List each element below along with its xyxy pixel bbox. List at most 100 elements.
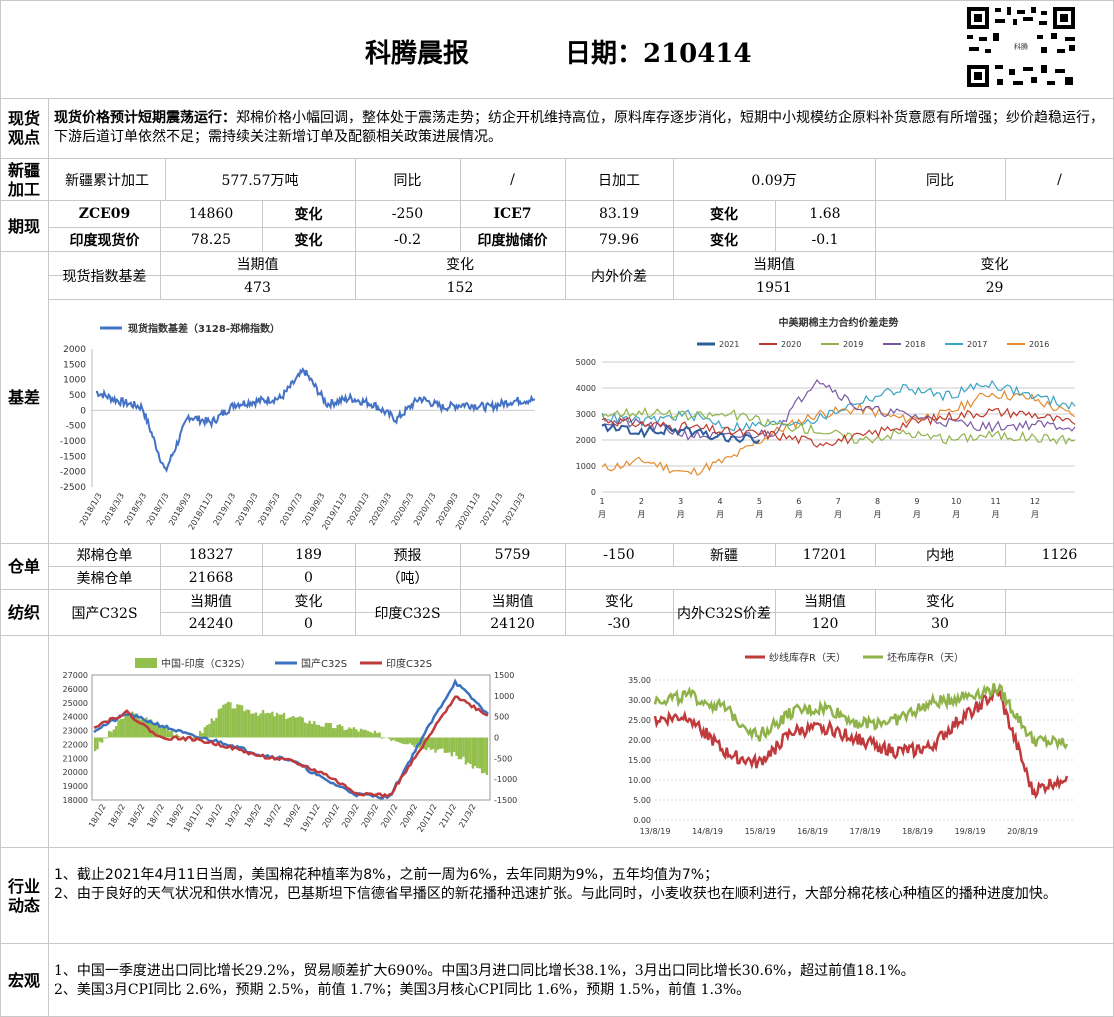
- diff-bar: [159, 727, 162, 738]
- diff-bar: [126, 711, 129, 738]
- x-tick-label: 18/8/19: [902, 827, 933, 836]
- x-tick-label: 15/8/19: [745, 827, 776, 836]
- diff-bar: [259, 713, 262, 738]
- futures-cell-0-0: ZCE09: [78, 206, 131, 222]
- diff-bar: [348, 727, 351, 738]
- diff-bar: [280, 714, 283, 738]
- diff-bar: [119, 719, 122, 738]
- diff-bar: [446, 737, 449, 753]
- diff-bar: [350, 728, 353, 738]
- diff-bar: [306, 723, 309, 738]
- diff-bar: [231, 708, 234, 738]
- diff-bar: [96, 737, 99, 750]
- x-tick-label: 17/8/19: [850, 827, 881, 836]
- futures-cell-0-2: 变化: [294, 207, 323, 223]
- diff-bar: [436, 737, 440, 750]
- y-tick-right: 0: [494, 734, 499, 743]
- diff-bar: [143, 720, 146, 738]
- diff-bar: [327, 723, 330, 738]
- diff-bar: [238, 704, 241, 738]
- basis-change-header: 变化: [446, 256, 474, 273]
- diff-bar: [117, 720, 120, 738]
- x-tick-label: 月: [1031, 510, 1039, 519]
- y-tick-left: 25000: [63, 699, 88, 708]
- diff-bar: [448, 737, 451, 753]
- tx-spread-change: 30: [931, 616, 949, 632]
- warehouse-cell-0-5: -150: [603, 547, 635, 563]
- section-xinjiang-label: 新疆 加工: [7, 161, 40, 199]
- tx-change-header-3: 变化: [926, 594, 954, 610]
- series-line-2016: [601, 389, 1076, 476]
- series-line-basis: [95, 367, 536, 473]
- y-tick-right: 1500: [494, 671, 514, 680]
- diff-bar: [210, 718, 213, 738]
- diff-bar: [390, 737, 393, 741]
- diff-bar: [369, 731, 372, 738]
- x-tick-label: 18/3/2: [107, 803, 128, 830]
- series-line-2017: [601, 379, 1076, 432]
- diff-bar: [292, 716, 295, 738]
- x-tick-label: 12: [1030, 497, 1040, 506]
- diff-bar: [224, 703, 227, 738]
- x-tick-label: 19/3/2: [223, 803, 244, 830]
- x-tick-label: 19/7/2: [262, 803, 283, 830]
- x-tick-label: 20/1/2: [321, 803, 342, 830]
- diff-bar: [343, 730, 346, 738]
- y-tick-label: 10.00: [628, 776, 651, 785]
- diff-bar: [308, 720, 311, 738]
- futures-cell-0-4: ICE7: [493, 206, 532, 222]
- futures-cell-1-7: -0.1: [811, 231, 839, 248]
- diff-bar: [296, 717, 300, 738]
- diff-bar: [420, 737, 423, 750]
- c32s-price-chart: 中国-印度（C32S） 国产C32S 印度C32S 27000 26000 25000 24…: [63, 657, 518, 834]
- diff-bar: [441, 737, 444, 749]
- x-tick-label: 21/3/2: [457, 803, 478, 830]
- x-tick-label: 2: [639, 497, 644, 506]
- section-spot-label: 现货 观点: [7, 109, 40, 147]
- y-tick-label: 1000: [576, 462, 596, 471]
- diff-bar: [156, 722, 160, 738]
- diff-bar: [478, 737, 482, 769]
- diff-bar: [236, 704, 239, 738]
- y-tick-left: 23000: [63, 727, 88, 736]
- diff-bar: [131, 711, 134, 738]
- series-line-2021: [601, 422, 761, 445]
- y-tick-label: 0.00: [633, 816, 651, 825]
- x-tick-label: 8: [875, 497, 880, 506]
- xj-yoy2-label: 同比: [926, 172, 954, 189]
- warehouse-cell-0-9: 1126: [1041, 547, 1078, 563]
- diff-bar: [222, 704, 225, 738]
- spot-body: 郑棉价格小幅回调，整体处于震荡走势；纺企开机维持高位，原料库存逐步消化，短期中小…: [54, 110, 1104, 145]
- legend-label-2017: 2017: [967, 340, 987, 349]
- qr-code-icon: 科腾: [965, 5, 1077, 89]
- tx-spread-label: 内外C32S价差: [676, 605, 772, 622]
- legend-label: 国产C32S: [301, 657, 347, 670]
- diff-bar: [467, 737, 470, 763]
- warehouse-cell-1-0: 美棉仓单: [76, 571, 133, 587]
- diff-bar: [457, 737, 461, 760]
- y-tick-left: 20000: [63, 768, 88, 777]
- tx-india-label: 印度C32S: [374, 605, 441, 622]
- diff-bar: [285, 719, 288, 738]
- diff-bar: [376, 733, 379, 738]
- diff-bar: [168, 731, 171, 738]
- diff-bar: [331, 727, 335, 738]
- y-tick-label: 1500: [63, 360, 86, 370]
- svg-text:科腾: 科腾: [1014, 42, 1028, 51]
- x-tick-label: 20/9/2: [399, 803, 420, 830]
- diff-bar: [315, 724, 318, 738]
- diff-bar: [240, 705, 244, 738]
- y-tick-label: -2500: [60, 483, 86, 493]
- series-line-2018: [601, 378, 1076, 441]
- diff-bar: [399, 737, 402, 744]
- diff-bar: [133, 713, 136, 738]
- diff-bar: [152, 723, 155, 738]
- report-title: 科腾晨报: [365, 39, 470, 69]
- diff-bar: [301, 717, 304, 738]
- legend-label-2021: 2021: [719, 340, 739, 349]
- y-tick-right: -1000: [494, 775, 517, 784]
- diff-bar: [485, 737, 489, 775]
- y-tick-left: 18000: [63, 796, 88, 805]
- x-tick-label: 11: [991, 497, 1001, 506]
- diff-bar: [217, 709, 220, 738]
